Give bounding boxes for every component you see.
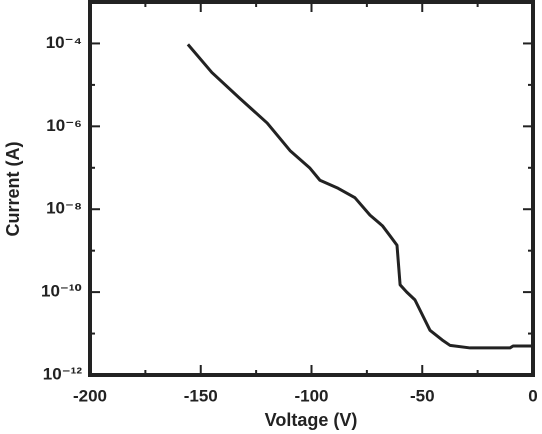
y-tick-label: 10⁻¹⁰ (41, 282, 82, 301)
x-tick-label: -200 (73, 386, 107, 405)
y-tick-label: 10⁻⁴ (46, 33, 82, 52)
y-tick-label: 10⁻⁶ (46, 116, 82, 135)
data-line (186, 43, 533, 350)
y-tick-label: 10⁻⁸ (46, 199, 82, 218)
y-tick-label: 10⁻¹² (43, 364, 83, 383)
x-axis-title: Voltage (V) (265, 410, 358, 430)
y-axis-title: Current (A) (3, 142, 23, 237)
x-tick-label: -50 (410, 386, 435, 405)
x-tick-label: -100 (294, 386, 328, 405)
plot-frame (88, 0, 535, 377)
x-tick-label: 0 (528, 386, 537, 405)
x-tick-label: -150 (184, 386, 218, 405)
